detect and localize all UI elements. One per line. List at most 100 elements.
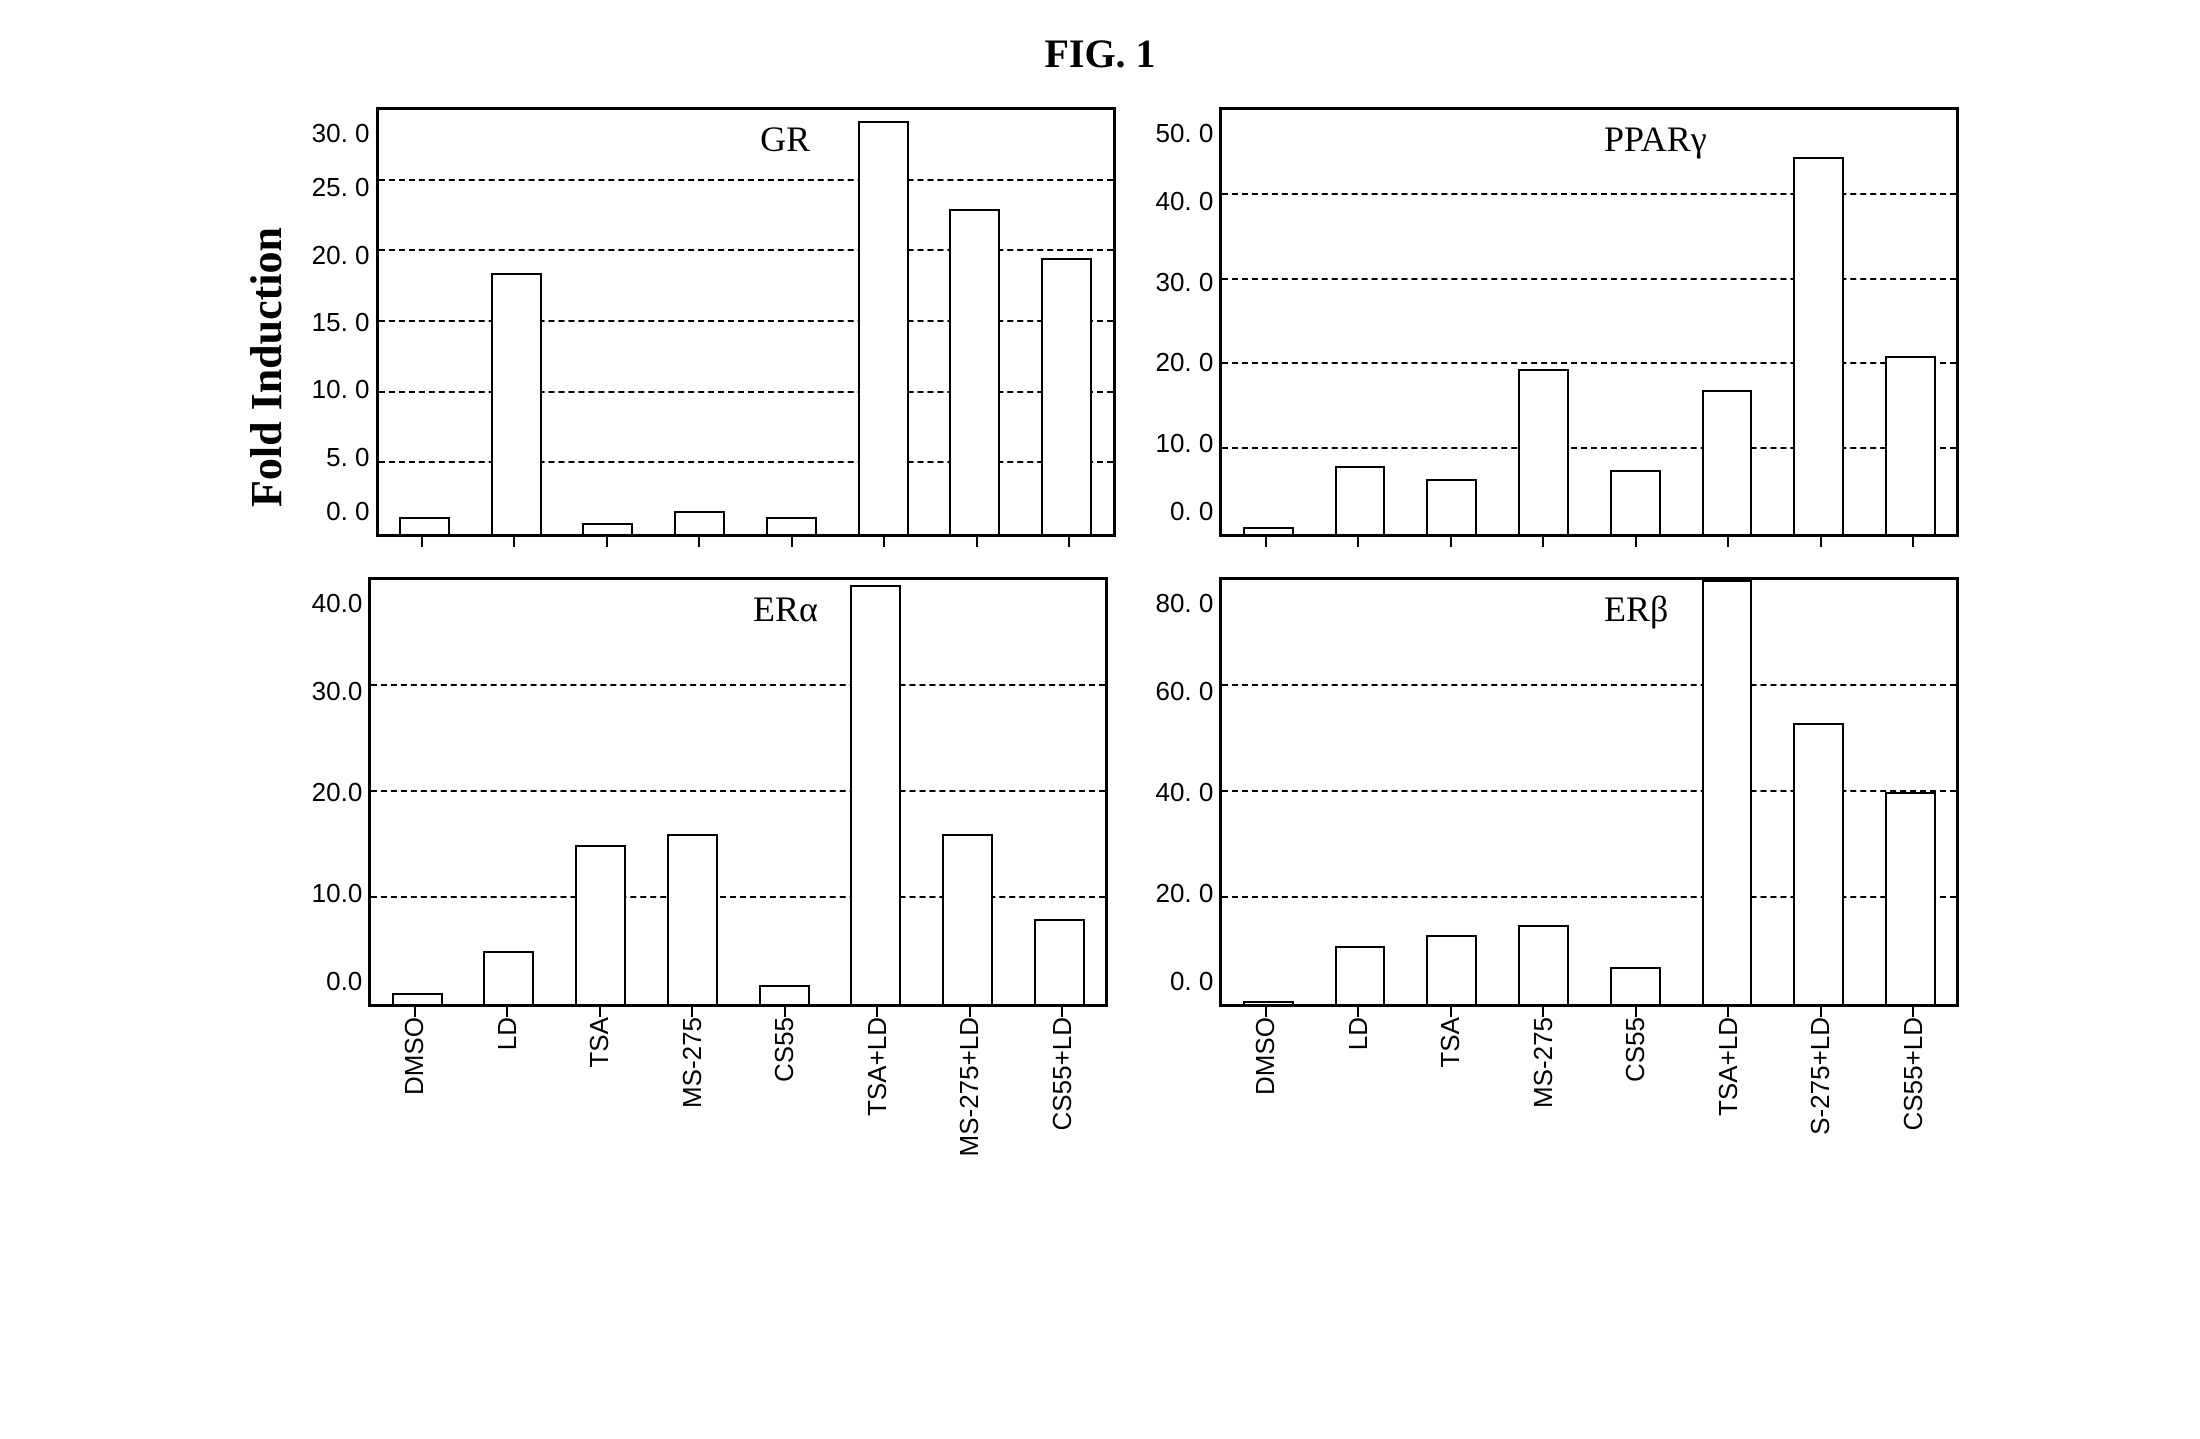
bar [399,517,450,534]
plot-area: PPARγ [1219,107,1959,537]
x-tickmark-slot [461,1007,554,1017]
x-tickmark-slot [746,537,839,547]
y-tick-label: 80. 0 [1156,590,1214,616]
bar-slot [1222,110,1314,534]
bars [379,110,1113,534]
x-tick-label: TSA+LD [1713,1017,1744,1122]
bar-slot [647,580,739,1004]
x-tick-slot: TSA [1404,1017,1497,1197]
x-tickmark [1068,537,1070,547]
x-tickmark-slot [1867,1007,1960,1017]
bar [1518,925,1569,1005]
bar [766,517,817,534]
x-tickmarks [1219,1007,1959,1017]
x-tickmark [1635,537,1637,547]
bar [667,834,718,1004]
bar [1426,479,1477,534]
x-tickmark-slot [1404,537,1497,547]
y-ticks: 40.030.020.010.00.0 [312,577,369,1007]
bar-slot [1314,110,1406,534]
page: FIG. 1 Fold Induction 30. 025. 020. 015.… [0,0,2200,1439]
x-tickmark [876,1007,878,1017]
bar-slot [1865,580,1957,1004]
bar [674,511,725,534]
x-tickmark [606,537,608,547]
x-tickmark [1727,537,1729,547]
x-tickmark [969,1007,971,1017]
x-tickmark [1265,537,1267,547]
x-tickmark [506,1007,508,1017]
y-tick-label: 40. 0 [1156,779,1214,805]
x-tickmark-slot [1404,1007,1497,1017]
y-tick-label: 20. 0 [1156,880,1214,906]
x-tick-slot: TSA+LD [831,1017,924,1197]
x-tickmark-slot [1497,537,1590,547]
bars [1222,110,1956,534]
bar-slot [1014,580,1106,1004]
x-tickmark [791,537,793,547]
bar-slot [830,580,922,1004]
x-tickmark [1912,537,1914,547]
y-tick-label: 20.0 [312,779,363,805]
y-tick-label: 20. 0 [1156,349,1214,375]
bar [1610,967,1661,1004]
x-tickmark-slot [468,537,561,547]
y-tick-label: 40. 0 [1156,188,1214,214]
panel-PPARg: 50. 040. 030. 020. 010. 00. 0PPARγ [1156,107,1960,547]
y-tick-label: 10.0 [312,880,363,906]
bar [1518,369,1569,534]
x-tickmark-slot [738,1007,831,1017]
panel-ERb: 80. 060. 040. 020. 00. 0ERβDMSOLDTSAMS-2… [1156,577,1960,1197]
x-tickmark [1542,1007,1544,1017]
bar [1335,946,1386,1004]
bar-slot [1681,110,1773,534]
bar [1702,390,1753,534]
bar [949,209,1000,534]
y-tick-label: 0. 0 [326,498,369,524]
x-tick-label: TSA+LD [862,1017,893,1122]
figure-title: FIG. 1 [0,30,2200,77]
bar [1041,258,1092,534]
plot-column: PPARγ [1219,107,1959,547]
bar-slot [1498,110,1590,534]
x-tick-label: DMSO [399,1017,430,1101]
bar-slot [837,110,929,534]
x-tick-label: CS55 [1620,1017,1651,1088]
bar-slot [1021,110,1113,534]
bar [1034,919,1085,1004]
x-tick-label: TSA [584,1017,615,1074]
bar-slot [1589,580,1681,1004]
x-tickmark [1061,1007,1063,1017]
y-tick-label: 50. 0 [1156,120,1214,146]
x-tickmark-slot [553,1007,646,1017]
y-axis-label: Fold Induction [241,227,292,507]
x-tickmark-slot [831,1007,924,1017]
x-tickmark [414,1007,416,1017]
x-tickmark [513,537,515,547]
y-tick-label: 60. 0 [1156,678,1214,704]
x-tickmark-slot [646,1007,739,1017]
x-tickmark [1820,1007,1822,1017]
bar-slot [1773,580,1865,1004]
y-ticks: 30. 025. 020. 015. 010. 05. 00. 0 [312,107,376,537]
x-tickmark-slot [1023,537,1116,547]
bar-slot [463,580,555,1004]
bar [392,993,443,1004]
x-tickmark [1450,537,1452,547]
x-tickmark-slot [1312,1007,1405,1017]
x-tickmark [599,1007,601,1017]
x-tickmark-slot [1312,537,1405,547]
bar [483,951,534,1004]
x-tick-slot: LD [461,1017,554,1197]
x-tickmark [691,1007,693,1017]
bar [1610,470,1661,534]
y-tick-label: 30.0 [312,678,363,704]
y-tick-label: 0. 0 [1170,968,1213,994]
x-tickmark [1450,1007,1452,1017]
x-tick-slot: MS-275+LD [923,1017,1016,1197]
bar-slot [562,110,654,534]
bar-slot [470,110,562,534]
x-tickmark-slot [1589,1007,1682,1017]
panel-ERa: 40.030.020.010.00.0ERαDMSOLDTSAMS-275CS5… [312,577,1116,1197]
bar-slot [1406,580,1498,1004]
